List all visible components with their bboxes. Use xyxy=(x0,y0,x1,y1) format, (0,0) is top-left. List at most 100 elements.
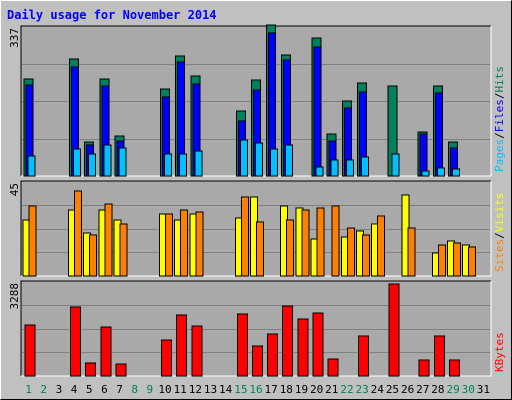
legend-item-pages: Pages xyxy=(493,139,506,172)
panel-visits-axis-max-label: 45 xyxy=(8,183,21,196)
x-tick-label-day-7: 7 xyxy=(116,383,123,396)
bar-pages-day-6 xyxy=(103,144,112,177)
bar-kbytes-day-16 xyxy=(251,345,263,377)
x-tick-label-day-28: 28 xyxy=(431,383,444,396)
x-tick-label-day-15: 15 xyxy=(234,383,247,396)
bar-pages-day-12 xyxy=(194,150,203,177)
bar-sites-day-16 xyxy=(255,221,264,277)
x-tick-label-day-8: 8 xyxy=(131,383,138,396)
bar-pages-day-4 xyxy=(72,148,81,177)
x-tick-label-day-24: 24 xyxy=(371,383,385,396)
bar-pages-day-22 xyxy=(345,159,354,177)
legend-item-hits: Hits xyxy=(493,66,506,93)
bar-kbytes-day-4 xyxy=(69,306,81,377)
x-tick-label-day-27: 27 xyxy=(416,383,429,396)
x-tick-label-day-18: 18 xyxy=(280,383,293,396)
bar-kbytes-day-6 xyxy=(100,326,112,377)
x-tick-label-day-17: 17 xyxy=(265,383,278,396)
bar-kbytes-day-5 xyxy=(85,362,97,377)
x-tick-label-day-1: 1 xyxy=(25,383,32,396)
bar-sites-day-28 xyxy=(437,244,446,277)
panel-kbytes: 3288 KBytes xyxy=(8,280,506,377)
panel-hits-legend: Pages/Files/Hits xyxy=(493,66,506,172)
panel-kbytes-axis-max-label: 3288 xyxy=(8,283,21,310)
panel-hits-axis-max-label: 337 xyxy=(8,28,21,48)
bar-kbytes-day-20 xyxy=(312,312,324,377)
bar-sites-day-5 xyxy=(89,234,98,277)
bar-pages-day-1 xyxy=(27,155,36,177)
legend-item-visits: Visits xyxy=(493,193,506,233)
legend-separator: / xyxy=(493,132,506,139)
x-tick-label-day-19: 19 xyxy=(295,383,308,396)
x-tick-label-day-5: 5 xyxy=(86,383,93,396)
legend-item-kbytes: KBytes xyxy=(493,332,506,372)
bar-pages-day-28 xyxy=(436,167,445,177)
x-tick-label-day-2: 2 xyxy=(40,383,47,396)
bar-kbytes-day-23 xyxy=(358,335,370,377)
bar-pages-day-27 xyxy=(421,170,430,177)
bar-sites-day-23 xyxy=(362,234,371,277)
bar-files-day-28 xyxy=(434,92,443,177)
bar-kbytes-day-18 xyxy=(282,305,294,377)
bar-pages-day-18 xyxy=(285,144,294,177)
bar-pages-day-16 xyxy=(254,142,263,177)
x-tick-label-day-16: 16 xyxy=(249,383,262,396)
bar-sites-day-1 xyxy=(28,205,37,277)
bar-pages-day-20 xyxy=(315,166,324,177)
bar-files-day-27 xyxy=(419,133,428,177)
bar-kbytes-day-1 xyxy=(24,324,36,377)
bar-kbytes-day-17 xyxy=(267,333,279,377)
bar-sites-day-21 xyxy=(331,205,340,277)
bar-pages-day-17 xyxy=(270,148,279,177)
bar-pages-day-11 xyxy=(179,153,188,177)
x-tick-label-day-6: 6 xyxy=(101,383,108,396)
panel-hits-border-dark xyxy=(20,25,491,176)
x-tick-label-day-9: 9 xyxy=(147,383,154,396)
bar-pages-day-21 xyxy=(330,159,339,177)
bar-pages-day-25 xyxy=(391,153,400,177)
bar-sites-day-4 xyxy=(73,190,82,277)
bar-sites-day-6 xyxy=(104,203,113,277)
bar-sites-day-12 xyxy=(195,211,204,277)
x-tick-label-day-29: 29 xyxy=(446,383,459,396)
bar-sites-day-7 xyxy=(119,223,128,277)
bar-kbytes-day-12 xyxy=(191,325,203,377)
x-tick-label-day-12: 12 xyxy=(189,383,202,396)
x-tick-label-day-10: 10 xyxy=(158,383,171,396)
bar-pages-day-29 xyxy=(452,168,461,177)
x-tick-label-day-4: 4 xyxy=(71,383,78,396)
x-tick-label-day-23: 23 xyxy=(356,383,369,396)
bar-kbytes-day-21 xyxy=(327,358,339,377)
bar-sites-day-24 xyxy=(377,215,386,277)
bar-kbytes-day-29 xyxy=(449,359,461,377)
bar-kbytes-day-11 xyxy=(176,314,188,377)
legend-separator: / xyxy=(493,232,506,239)
bar-kbytes-day-15 xyxy=(236,313,248,377)
x-tick-label-day-22: 22 xyxy=(340,383,353,396)
bar-kbytes-day-19 xyxy=(297,318,309,377)
bar-kbytes-day-10 xyxy=(160,339,172,377)
bar-pages-day-5 xyxy=(88,153,97,177)
x-tick-label-day-30: 30 xyxy=(462,383,475,396)
legend-item-sites: Sites xyxy=(493,239,506,272)
x-tick-label-day-26: 26 xyxy=(401,383,414,396)
x-tick-label-day-31: 31 xyxy=(477,383,490,396)
bar-sites-day-26 xyxy=(407,227,416,277)
bar-kbytes-day-28 xyxy=(433,335,445,377)
bar-pages-day-7 xyxy=(118,147,127,177)
panel-visits: 45 Sites/Visits xyxy=(8,180,506,277)
chart-title: Daily usage for November 2014 xyxy=(7,8,217,22)
bar-sites-day-30 xyxy=(468,246,477,277)
bar-kbytes-day-7 xyxy=(115,363,127,377)
x-tick-label-day-3: 3 xyxy=(56,383,63,396)
bar-sites-day-18 xyxy=(286,219,295,277)
legend-item-files: Files xyxy=(493,99,506,132)
legend-separator: / xyxy=(493,93,506,100)
x-tick-label-day-11: 11 xyxy=(174,383,187,396)
panel-kbytes-legend: KBytes xyxy=(493,332,506,372)
bar-sites-day-10 xyxy=(164,213,173,277)
bar-sites-day-22 xyxy=(346,227,355,277)
bar-sites-day-11 xyxy=(180,209,189,277)
